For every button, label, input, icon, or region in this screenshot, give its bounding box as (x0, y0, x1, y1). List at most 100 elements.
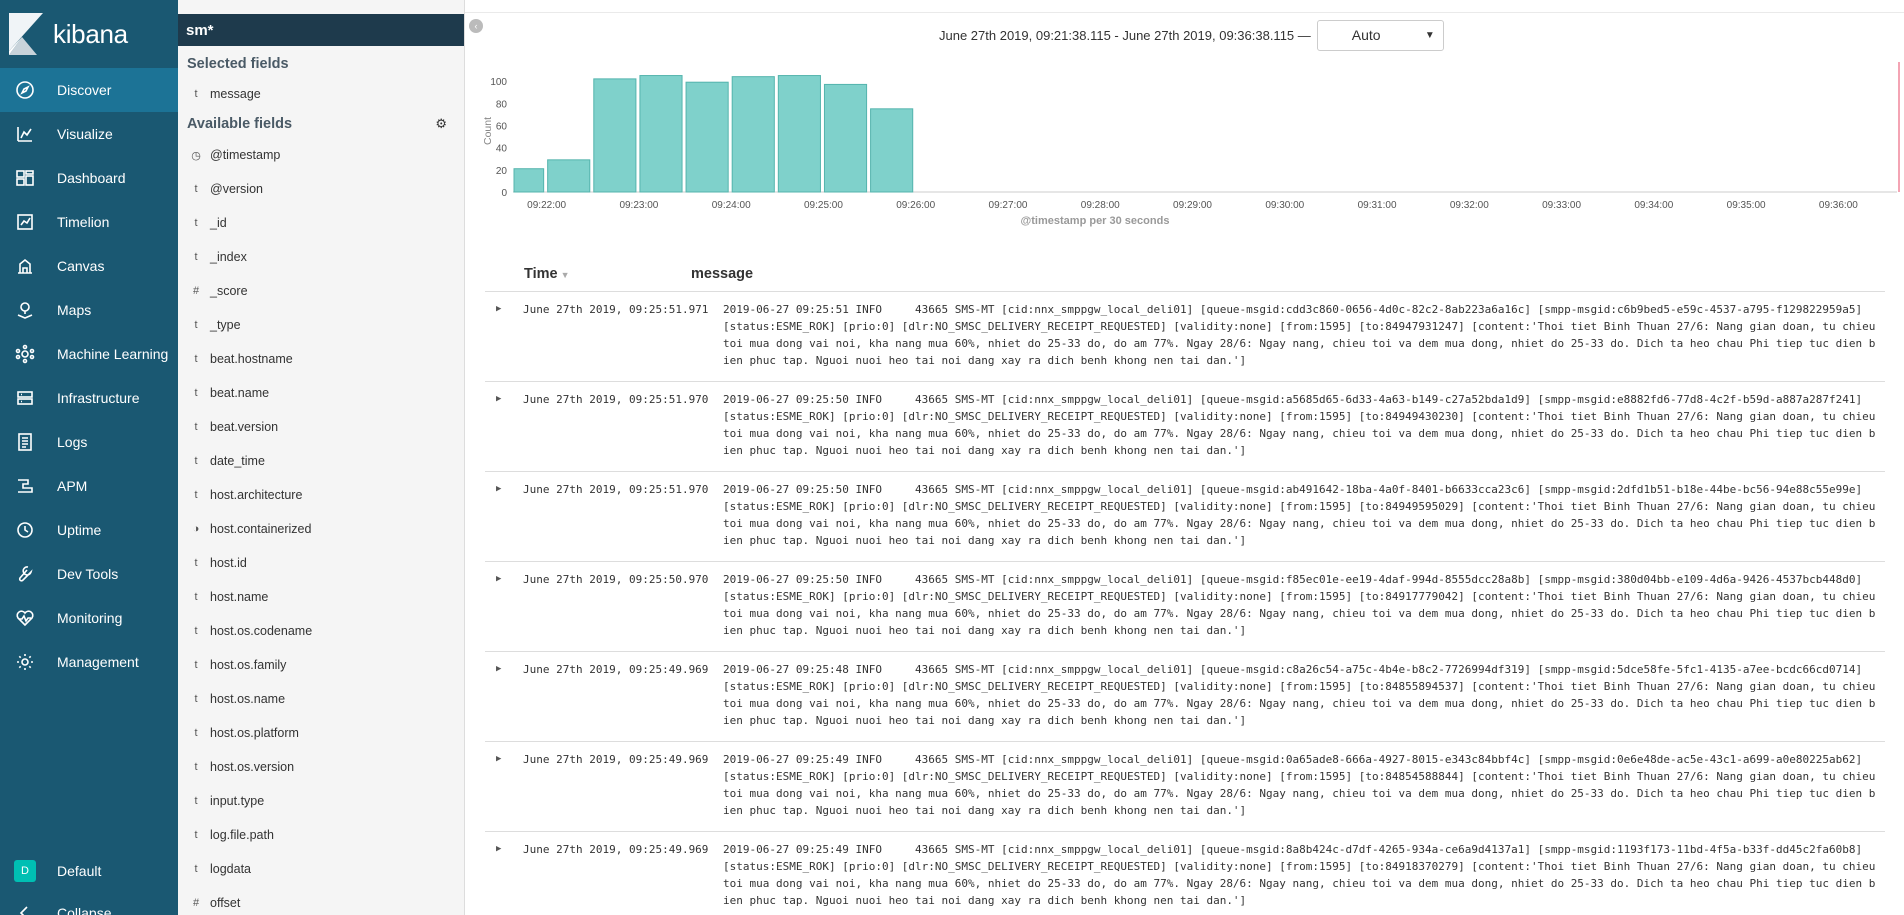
field-item[interactable]: t _type (178, 308, 464, 342)
expand-row-icon[interactable]: ▶ (496, 844, 502, 854)
machine-learning-icon (14, 343, 36, 365)
nav-item-machine-learning[interactable]: Machine Learning (0, 332, 178, 376)
collapse-icon (14, 902, 36, 915)
field-type-icon: # (192, 285, 200, 297)
field-item[interactable]: t logdata (178, 852, 464, 886)
interval-value: Auto (1351, 27, 1381, 43)
table-row[interactable]: ▶ June 27th 2019, 09:25:49.969 2019-06-27 … (485, 832, 1885, 915)
y-tick-label: 0 (501, 188, 507, 199)
index-pattern-name: sm* (186, 21, 214, 39)
field-type-icon: t (194, 421, 198, 433)
nav-item-monitoring[interactable]: Monitoring (0, 596, 178, 640)
field-item[interactable]: # offset (178, 886, 464, 915)
space-selector[interactable]: D Default (0, 849, 178, 893)
nav-item-maps[interactable]: Maps (0, 288, 178, 332)
field-item[interactable]: t host.os.family (178, 648, 464, 682)
field-item[interactable]: t host.architecture (178, 478, 464, 512)
apm-icon (14, 475, 36, 497)
y-tick-label: 40 (496, 144, 508, 155)
field-item[interactable]: t message (178, 78, 464, 110)
field-item[interactable]: t date_time (178, 444, 464, 478)
row-time: June 27th 2019, 09:25:49.969 (523, 753, 709, 766)
nav-item-management[interactable]: Management (0, 640, 178, 684)
table-row[interactable]: ▶ June 27th 2019, 09:25:50.970 2019-06-27 … (485, 562, 1885, 652)
field-item[interactable]: t host.os.platform (178, 716, 464, 750)
nav-item-discover[interactable]: Discover (0, 68, 178, 112)
gear-icon[interactable]: ⚙ (435, 116, 447, 131)
time-range-header: June 27th 2019, 09:21:38.115 - June 27th… (939, 19, 1444, 51)
nav-item-logs[interactable]: Logs (0, 420, 178, 464)
field-item[interactable]: t host.os.version (178, 750, 464, 784)
field-type-icon: t (194, 829, 198, 841)
maps-icon (14, 299, 36, 321)
field-item[interactable]: t @version (178, 172, 464, 206)
expand-row-icon[interactable]: ▶ (496, 664, 502, 674)
field-item[interactable]: ◑ host.containerized (178, 512, 464, 546)
field-name: host.name (210, 590, 269, 604)
field-item[interactable]: t _id (178, 206, 464, 240)
collapse-nav-button[interactable]: Collapse (0, 891, 178, 915)
x-tick-label: 09:23:00 (619, 200, 658, 211)
field-type-icon: # (192, 897, 200, 909)
expand-row-icon[interactable]: ▶ (496, 304, 502, 314)
field-item[interactable]: # _score (178, 274, 464, 308)
field-item[interactable]: t host.os.codename (178, 614, 464, 648)
field-item[interactable]: t host.name (178, 580, 464, 614)
table-row[interactable]: ▶ June 27th 2019, 09:25:49.969 2019-06-27 … (485, 652, 1885, 742)
field-type-icon: t (194, 727, 198, 739)
expand-row-icon[interactable]: ▶ (496, 574, 502, 584)
field-name: host.os.name (210, 692, 286, 706)
field-item[interactable]: t _index (178, 240, 464, 274)
expand-row-icon[interactable]: ▶ (496, 484, 502, 494)
nav-item-dashboard[interactable]: Dashboard (0, 156, 178, 200)
nav-item-apm[interactable]: APM (0, 464, 178, 508)
primary-nav: kibana Discover Visualize Dashboard Timelio… (0, 0, 178, 915)
nav-item-label: Monitoring (57, 610, 123, 626)
infrastructure-icon (14, 387, 36, 409)
collapse-sidebar-icon[interactable]: ‹ (469, 19, 483, 33)
field-name: host.os.platform (210, 726, 299, 740)
field-item[interactable]: t host.id (178, 546, 464, 580)
field-item[interactable]: t beat.hostname (178, 342, 464, 376)
field-item[interactable]: t beat.version (178, 410, 464, 444)
table-row[interactable]: ▶ June 27th 2019, 09:25:51.970 2019-06-27 … (485, 382, 1885, 472)
table-row[interactable]: ▶ June 27th 2019, 09:25:51.970 2019-06-27 … (485, 472, 1885, 562)
table-row[interactable]: ▶ June 27th 2019, 09:25:49.969 2019-06-27 … (485, 742, 1885, 832)
x-tick-label: 09:30:00 (1265, 200, 1304, 211)
nav-item-timelion[interactable]: Timelion (0, 200, 178, 244)
collapse-label: Collapse (57, 905, 112, 915)
expand-row-icon[interactable]: ▶ (496, 394, 502, 404)
nav-item-uptime[interactable]: Uptime (0, 508, 178, 552)
kibana-logo-icon (9, 13, 43, 55)
x-tick-label: 09:22:00 (527, 200, 566, 211)
field-name: beat.hostname (210, 352, 293, 366)
nav-item-infrastructure[interactable]: Infrastructure (0, 376, 178, 420)
field-item[interactable]: ◷ @timestamp (178, 138, 464, 172)
field-name: host.os.family (210, 658, 287, 672)
nav-item-canvas[interactable]: Canvas (0, 244, 178, 288)
histogram-bar (731, 76, 775, 193)
field-item[interactable]: t log.file.path (178, 818, 464, 852)
expand-row-icon[interactable]: ▶ (496, 754, 502, 764)
interval-select[interactable]: Auto ▼ (1316, 19, 1444, 51)
index-pattern-selector[interactable]: sm* (178, 14, 464, 46)
kibana-brand: kibana (53, 18, 128, 49)
field-name: @timestamp (210, 148, 281, 162)
field-name: beat.name (210, 386, 270, 400)
doc-table: Time ▼ message ▶ June 27th 2019, 09:25:51.… (485, 256, 1885, 915)
x-tick-label: 09:33:00 (1542, 200, 1581, 211)
field-item[interactable]: t host.os.name (178, 682, 464, 716)
nav-item-visualize[interactable]: Visualize (0, 112, 178, 156)
sort-down-icon[interactable]: ▼ (560, 269, 570, 280)
time-column-header[interactable]: Time ▼ (485, 266, 685, 282)
nav-item-label: Uptime (57, 522, 102, 538)
table-row[interactable]: ▶ June 27th 2019, 09:25:51.971 2019-06-27 … (485, 292, 1885, 382)
field-item[interactable]: t beat.name (178, 376, 464, 410)
nav-item-dev-tools[interactable]: Dev Tools (0, 552, 178, 596)
histogram-bar (639, 75, 683, 193)
y-tick-label: 80 (496, 99, 508, 110)
message-column-header[interactable]: message (685, 266, 753, 282)
kibana-logo[interactable]: kibana (0, 0, 178, 68)
field-item[interactable]: t input.type (178, 784, 464, 818)
field-type-icon: t (194, 863, 198, 875)
